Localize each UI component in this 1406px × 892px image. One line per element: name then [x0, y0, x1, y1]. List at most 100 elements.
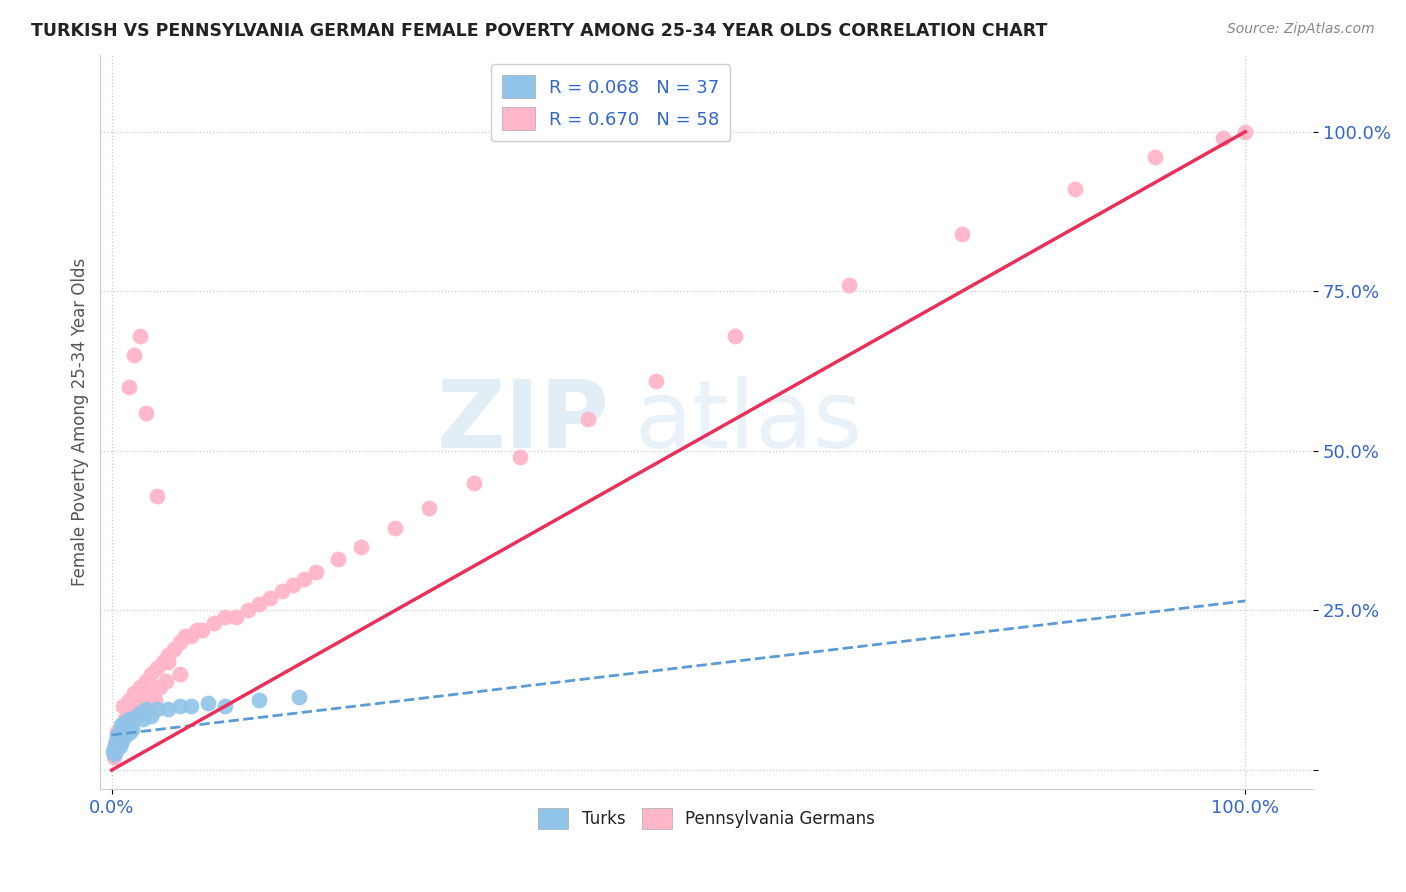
- Pennsylvania Germans: [152, 655, 174, 669]
- Pennsylvania Germans: [125, 699, 148, 714]
- Pennsylvania Germans: [236, 603, 259, 617]
- Turks: [124, 712, 146, 726]
- Turks: [118, 724, 141, 739]
- Turks: [111, 724, 134, 739]
- Pennsylvania Germans: [135, 673, 157, 688]
- Pennsylvania Germans: [837, 277, 859, 292]
- Turks: [214, 699, 236, 714]
- Pennsylvania Germans: [118, 693, 141, 707]
- Pennsylvania Germans: [644, 374, 666, 388]
- Pennsylvania Germans: [105, 724, 128, 739]
- Turks: [104, 740, 127, 755]
- Pennsylvania Germans: [180, 629, 202, 643]
- Turks: [125, 708, 148, 723]
- Pennsylvania Germans: [576, 412, 599, 426]
- Pennsylvania Germans: [110, 728, 132, 742]
- Text: atlas: atlas: [634, 376, 862, 468]
- Pennsylvania Germans: [157, 648, 180, 662]
- Pennsylvania Germans: [141, 667, 163, 681]
- Pennsylvania Germans: [350, 540, 373, 554]
- Turks: [105, 734, 128, 748]
- Turks: [121, 722, 143, 736]
- Pennsylvania Germans: [225, 610, 247, 624]
- Pennsylvania Germans: [202, 616, 225, 631]
- Pennsylvania Germans: [384, 520, 406, 534]
- Pennsylvania Germans: [509, 450, 531, 465]
- Pennsylvania Germans: [118, 380, 141, 394]
- Text: ZIP: ZIP: [437, 376, 610, 468]
- Turks: [111, 734, 134, 748]
- Pennsylvania Germans: [163, 641, 186, 656]
- Pennsylvania Germans: [214, 610, 236, 624]
- Pennsylvania Germans: [1212, 131, 1234, 145]
- Pennsylvania Germans: [1143, 150, 1166, 164]
- Text: TURKISH VS PENNSYLVANIA GERMAN FEMALE POVERTY AMONG 25-34 YEAR OLDS CORRELATION : TURKISH VS PENNSYLVANIA GERMAN FEMALE PO…: [31, 22, 1047, 40]
- Pennsylvania Germans: [129, 680, 152, 694]
- Pennsylvania Germans: [259, 591, 281, 605]
- Turks: [114, 715, 136, 730]
- Turks: [103, 747, 125, 761]
- Turks: [146, 702, 169, 716]
- Turks: [129, 706, 152, 720]
- Turks: [101, 744, 124, 758]
- Turks: [197, 696, 219, 710]
- Pennsylvania Germans: [270, 584, 292, 599]
- Turks: [169, 699, 191, 714]
- Turks: [141, 708, 163, 723]
- Pennsylvania Germans: [114, 712, 136, 726]
- Pennsylvania Germans: [138, 686, 160, 700]
- Turks: [118, 712, 141, 726]
- Turks: [104, 738, 127, 752]
- Turks: [111, 728, 134, 742]
- Pennsylvania Germans: [146, 661, 169, 675]
- Pennsylvania Germans: [328, 552, 350, 566]
- Pennsylvania Germans: [174, 629, 197, 643]
- Pennsylvania Germans: [191, 623, 214, 637]
- Turks: [112, 722, 135, 736]
- Pennsylvania Germans: [121, 706, 143, 720]
- Pennsylvania Germans: [135, 406, 157, 420]
- Turks: [135, 702, 157, 716]
- Turks: [107, 731, 129, 746]
- Turks: [247, 693, 270, 707]
- Pennsylvania Germans: [146, 489, 169, 503]
- Turks: [157, 702, 180, 716]
- Pennsylvania Germans: [463, 475, 485, 490]
- Pennsylvania Germans: [724, 329, 747, 343]
- Pennsylvania Germans: [292, 572, 315, 586]
- Pennsylvania Germans: [143, 693, 166, 707]
- Turks: [108, 724, 131, 739]
- Pennsylvania Germans: [111, 699, 134, 714]
- Pennsylvania Germans: [129, 329, 152, 343]
- Legend: Turks, Pennsylvania Germans: Turks, Pennsylvania Germans: [531, 801, 882, 836]
- Turks: [105, 744, 128, 758]
- Turks: [115, 728, 138, 742]
- Turks: [120, 715, 142, 730]
- Turks: [108, 739, 131, 753]
- Pennsylvania Germans: [149, 680, 172, 694]
- Pennsylvania Germans: [157, 655, 180, 669]
- Pennsylvania Germans: [155, 673, 177, 688]
- Turks: [105, 738, 128, 752]
- Turks: [180, 699, 202, 714]
- Turks: [110, 718, 132, 732]
- Pennsylvania Germans: [1234, 125, 1257, 139]
- Pennsylvania Germans: [247, 597, 270, 611]
- Y-axis label: Female Poverty Among 25-34 Year Olds: Female Poverty Among 25-34 Year Olds: [72, 258, 89, 586]
- Text: Source: ZipAtlas.com: Source: ZipAtlas.com: [1227, 22, 1375, 37]
- Turks: [105, 728, 128, 742]
- Turks: [132, 712, 155, 726]
- Turks: [117, 718, 139, 732]
- Pennsylvania Germans: [169, 635, 191, 649]
- Pennsylvania Germans: [305, 565, 328, 579]
- Pennsylvania Germans: [103, 750, 125, 764]
- Pennsylvania Germans: [132, 696, 155, 710]
- Pennsylvania Germans: [950, 227, 973, 241]
- Pennsylvania Germans: [281, 578, 304, 592]
- Pennsylvania Germans: [124, 686, 146, 700]
- Pennsylvania Germans: [169, 667, 191, 681]
- Pennsylvania Germans: [124, 348, 146, 362]
- Turks: [287, 690, 309, 704]
- Pennsylvania Germans: [186, 623, 208, 637]
- Pennsylvania Germans: [1064, 182, 1087, 196]
